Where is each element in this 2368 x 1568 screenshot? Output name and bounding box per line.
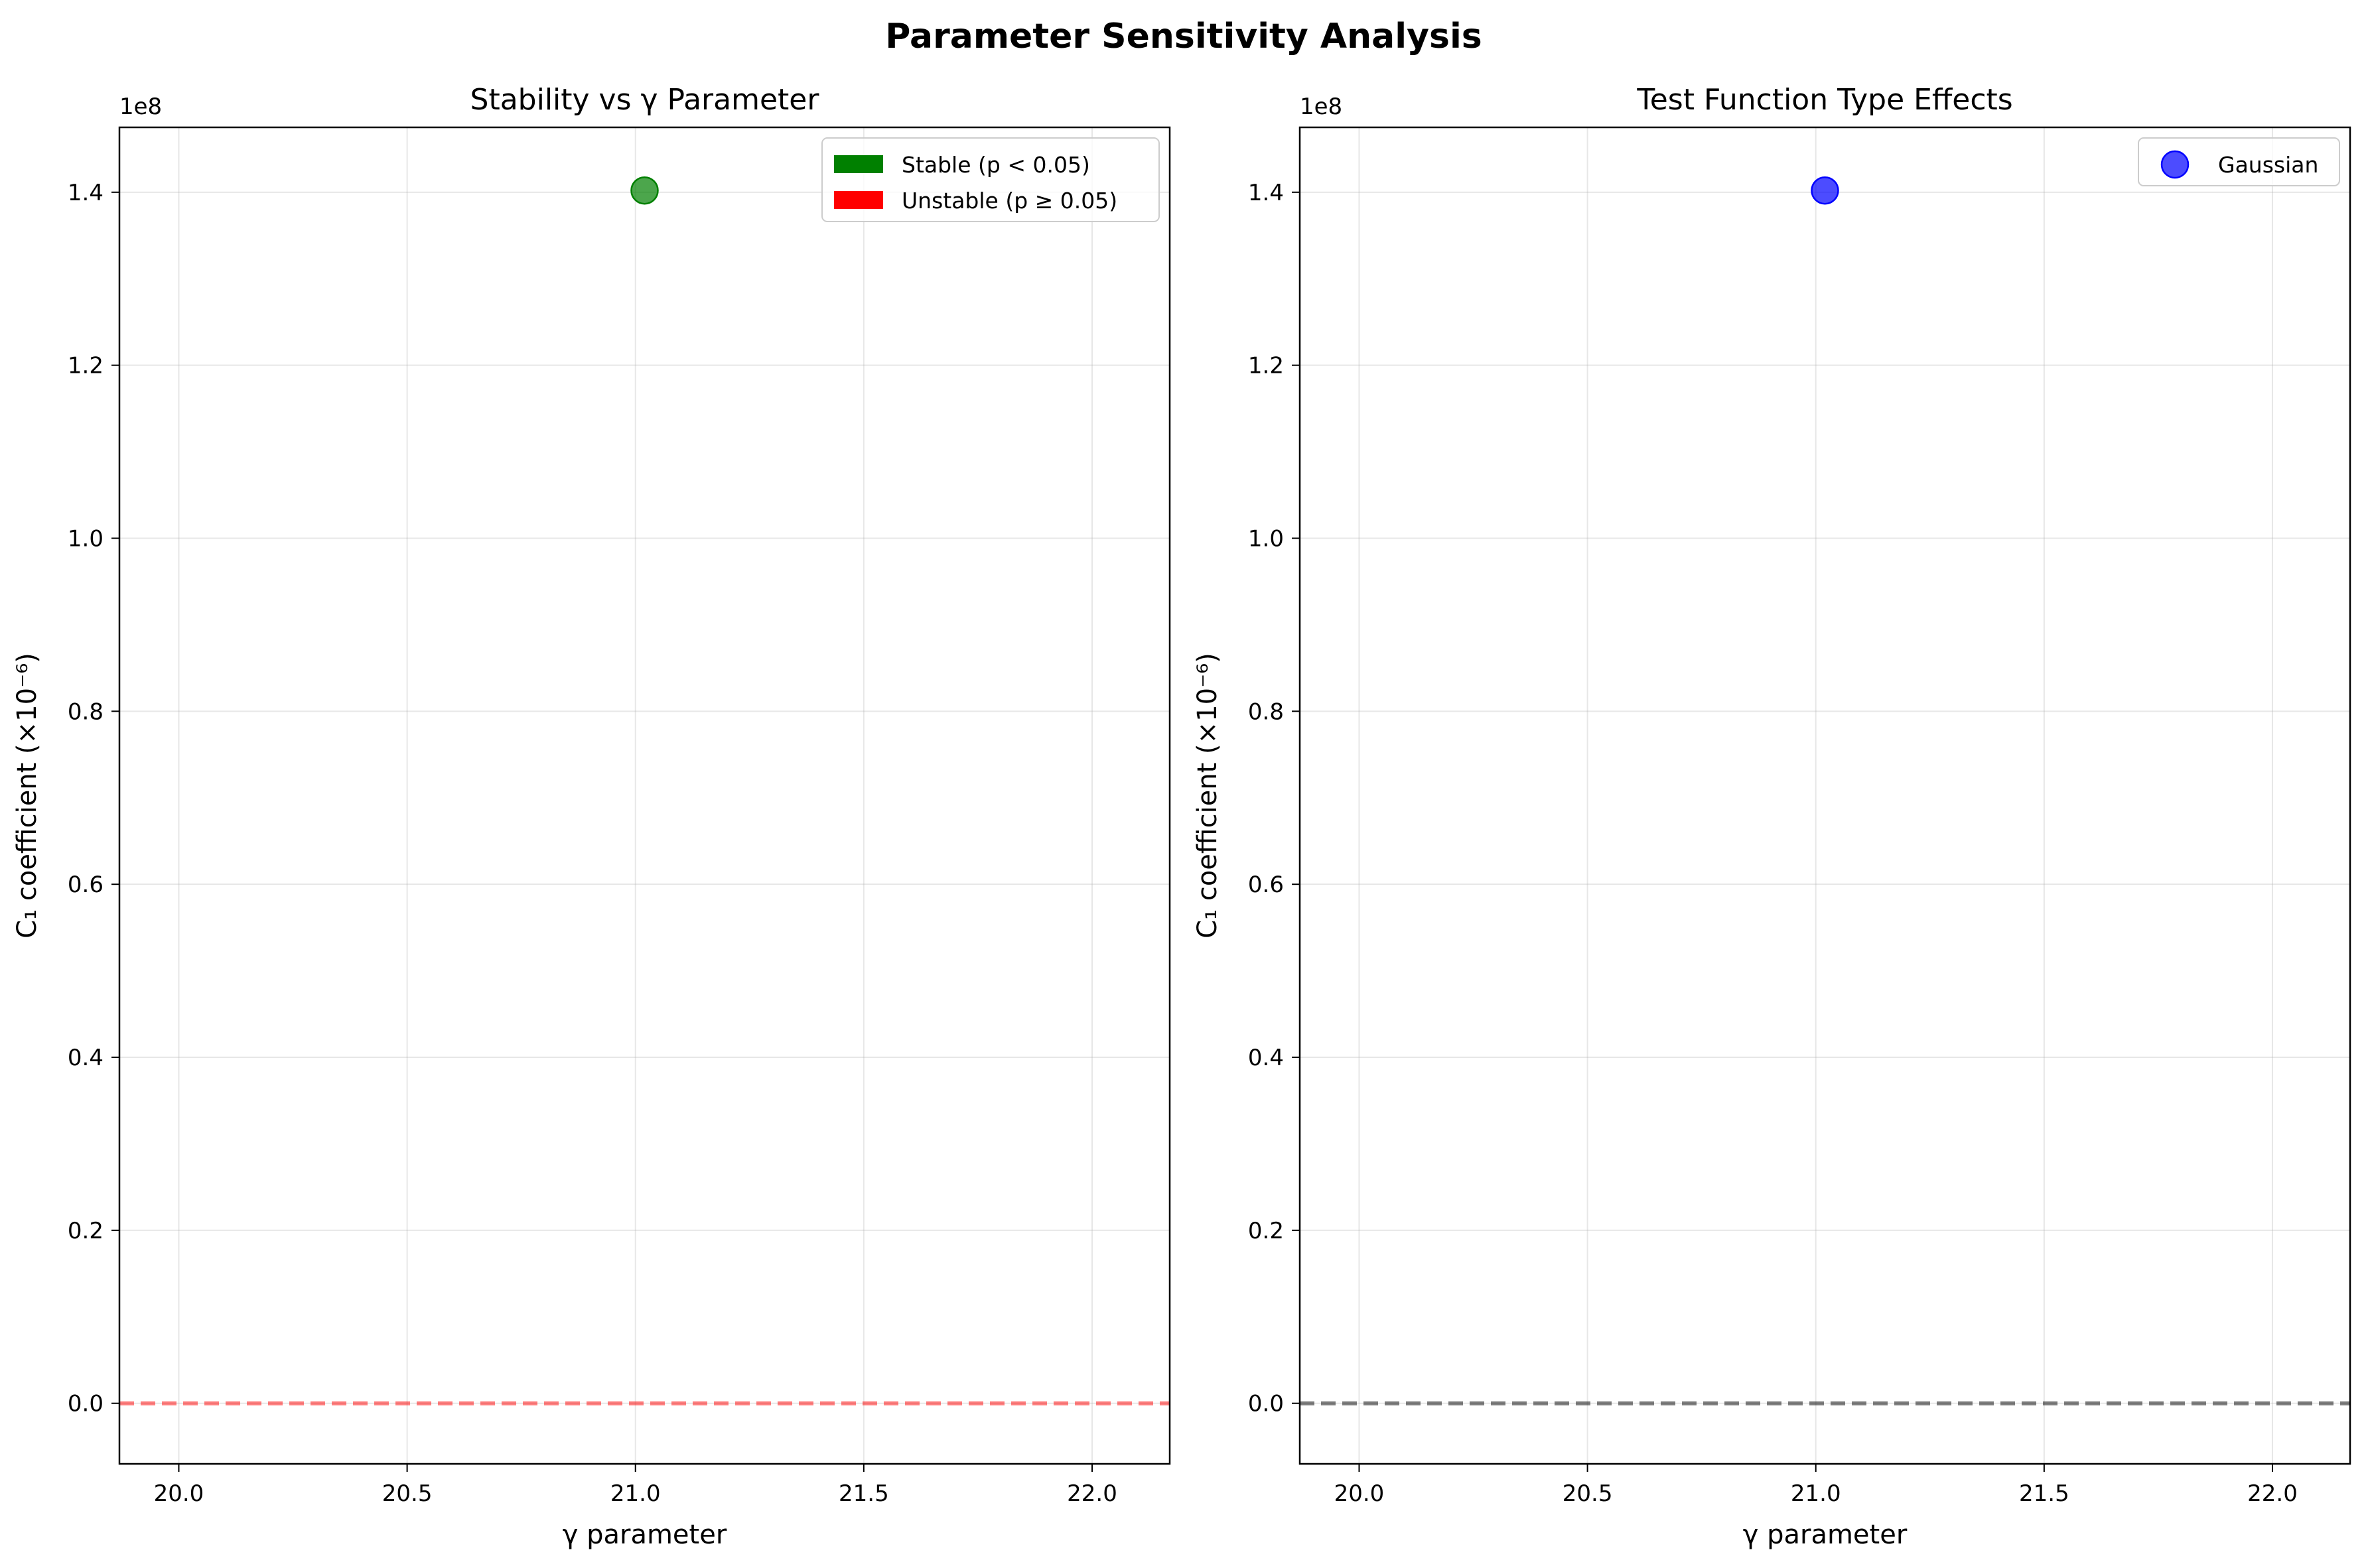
x-tick-label: 20.5 [382,1480,433,1507]
y-tick-label: 1.0 [68,525,104,552]
plot-background [1300,127,2350,1464]
y-offset-label: 1e8 [119,94,162,120]
axes-frame [118,126,1171,1465]
y-tick-label: 0.6 [68,872,104,898]
x-axis-label: γ parameter [1743,1520,1908,1550]
panel-test-function: 20.0 20.5 21.0 21.5 22.0 0.0 0.2 0.4 0.6 0.8 1.0 1.… [1192,83,2351,1550]
y-tick-label: 0.2 [68,1218,104,1244]
legend-swatch [834,155,883,173]
panel-title: Test Function Type Effects [1636,83,2012,117]
legend-swatch [834,191,883,209]
x-tick-label: 22.0 [1067,1480,1117,1507]
figure-suptitle: Parameter Sensitivity Analysis [885,17,1482,56]
y-tick-label: 1.4 [1248,180,1284,206]
plot-background [119,127,1170,1464]
y-tick-label: 0.0 [68,1391,104,1417]
x-axis-label: γ parameter [563,1520,727,1550]
x-tick-label: 20.5 [1563,1480,1613,1507]
x-tick-label: 20.0 [1334,1480,1385,1507]
x-tick-label: 22.0 [2247,1480,2298,1507]
y-tick-label: 0.6 [1248,872,1284,898]
legend-box [821,137,1160,222]
x-tick-label: 21.5 [839,1480,889,1507]
y-axis-label: C₁ coefficient (×10⁻⁶) [12,653,42,939]
y-tick-label: 1.0 [1248,525,1284,552]
y-offset-label: 1e8 [1300,94,1342,120]
legend-box [2138,137,2340,186]
legend-marker [2160,150,2190,179]
x-tick-label: 20.0 [154,1480,204,1507]
legend-label: Stable (p < 0.05) [902,152,1090,178]
y-tick-label: 1.2 [68,353,104,379]
legend-label: Unstable (p ≥ 0.05) [902,188,1117,214]
panel-title: Stability vs γ Parameter [470,83,820,117]
y-tick-label: 0.0 [1248,1391,1284,1417]
y-tick-label: 0.4 [1248,1045,1284,1071]
panel-stability: 20.0 20.5 21.0 21.5 22.0 0.0 0.2 0.4 0.6 0.8 1.0 1.… [12,83,1171,1550]
x-tick-label: 21.0 [1791,1480,1841,1507]
legend-label: Gaussian [2218,152,2318,178]
axes-frame [1298,126,2351,1465]
y-tick-label: 0.2 [1248,1218,1284,1244]
data-point [630,176,659,205]
y-tick-label: 0.8 [1248,698,1284,725]
y-tick-label: 0.4 [68,1045,104,1071]
y-tick-label: 1.4 [68,180,104,206]
y-tick-label: 0.8 [68,698,104,725]
y-axis-label: C₁ coefficient (×10⁻⁶) [1192,653,1223,939]
data-point [1811,176,1839,205]
x-tick-label: 21.0 [610,1480,661,1507]
y-tick-label: 1.2 [1248,353,1284,379]
x-tick-label: 21.5 [2019,1480,2069,1507]
